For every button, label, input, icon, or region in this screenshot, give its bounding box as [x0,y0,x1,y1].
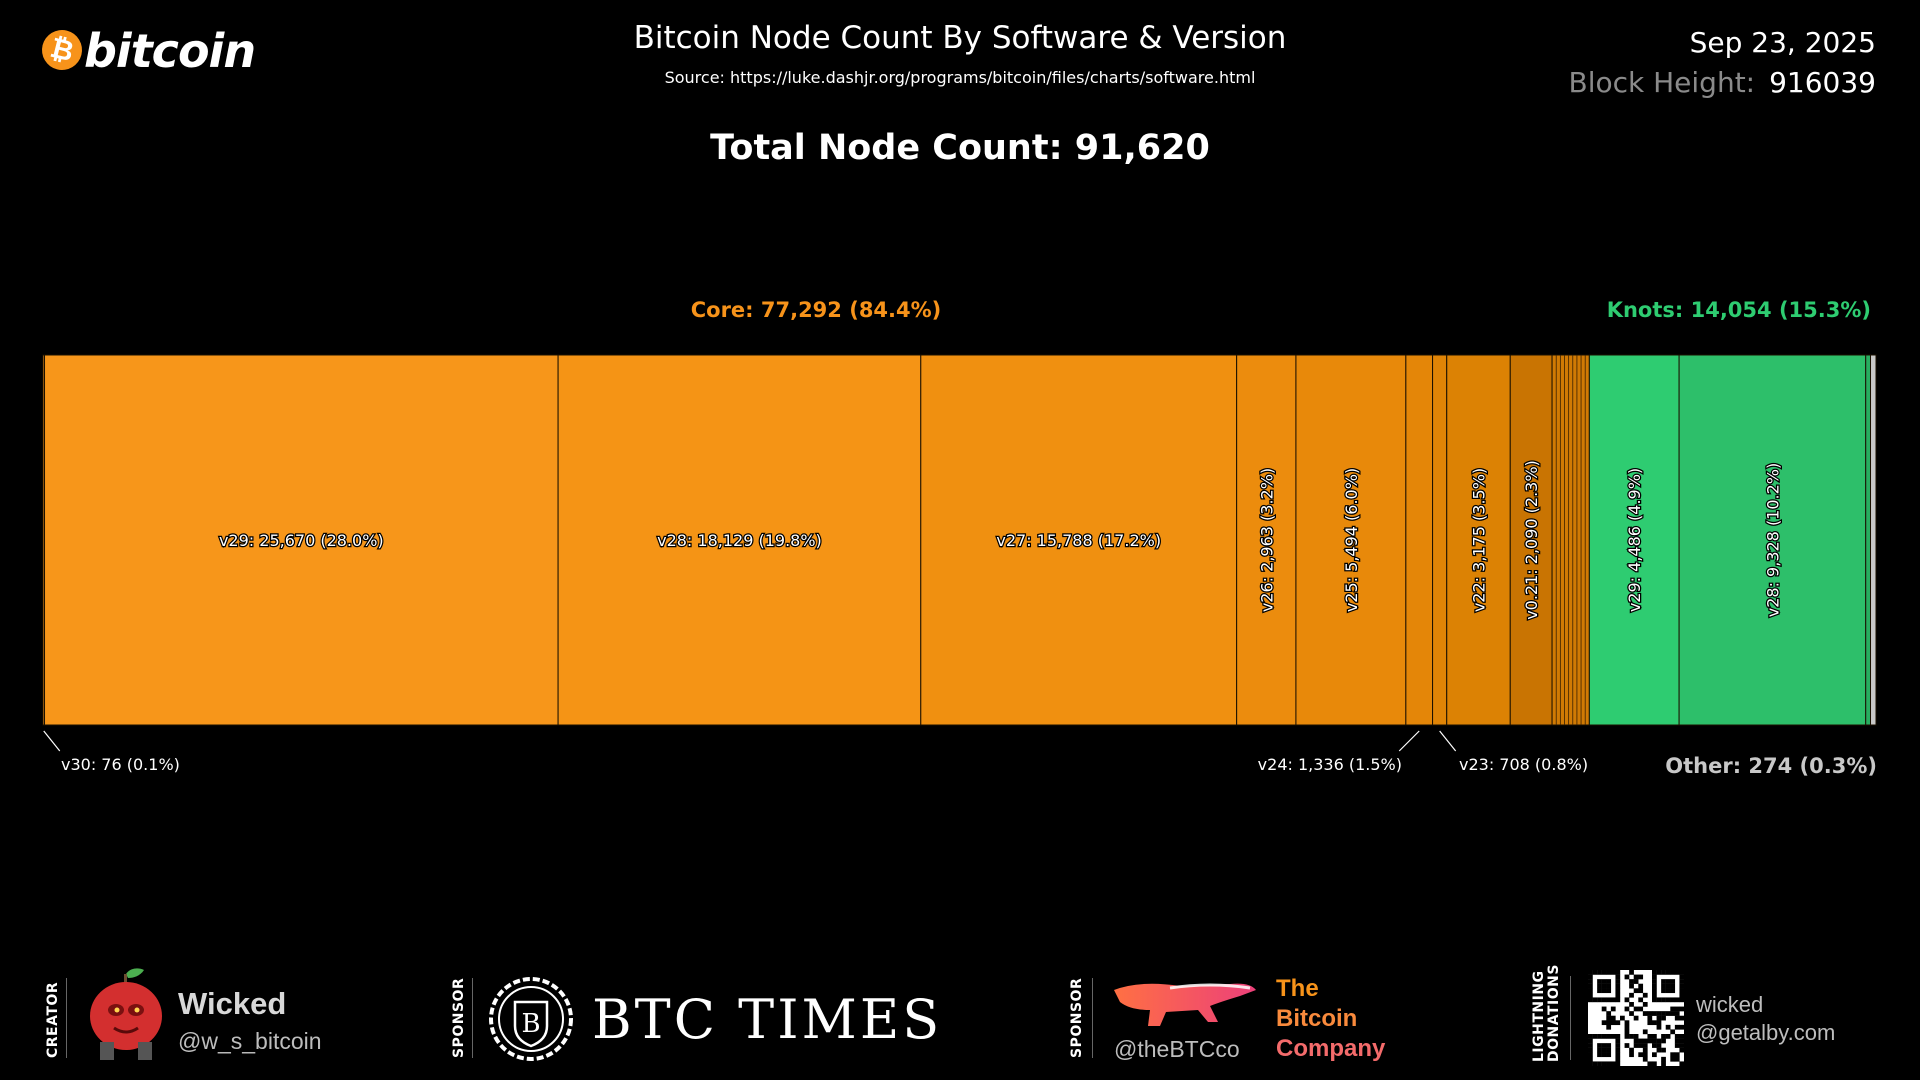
other-group-label: Other: 274 (0.3%) [1665,754,1877,778]
bar-segment-core-v29 [44,354,559,726]
bar-segment-knots-older [1865,354,1872,726]
bitcoin-logo: ₿ bitcoin [37,24,256,78]
knots-group-label: Knots: 14,054 (15.3%) [1606,298,1871,322]
core-group-label: Core: 77,292 (84.4%) [690,298,942,322]
creator-tag: CREATOR [45,981,61,1058]
bitcoin-company-line: Bitcoin [1276,1005,1358,1032]
bitcoin-company-wordmark: The Bitcoin Company [1276,974,1385,1064]
source-url: Source: https://luke.dashjr.org/programs… [664,68,1256,87]
bar-segment-knots-v28 [1678,354,1867,726]
sponsor-tag: SPONSOR [451,977,467,1058]
bar-segment-core-v25 [1295,354,1407,726]
bar-segment-knots-v29 [1588,354,1680,726]
bitcoin-wordmark: bitcoin [84,24,256,78]
divider [1570,976,1571,1060]
honey-badger-icon [1114,983,1256,1026]
callout-line [43,730,61,752]
lightning-tag-line: LIGHTNING [1531,970,1547,1062]
bar-segment-core-v30 [42,354,46,726]
bar-label: v0.21: 2,090 (2.3%) [1522,460,1541,620]
bar-segment-other-other [1870,354,1877,726]
bar-segment-core-v28 [557,354,922,726]
lightning-donations-tag: LIGHTNING DONATIONS [1531,964,1562,1062]
bar-label: v29: 25,670 (28.0%) [219,531,384,550]
lightning-user[interactable]: wicked [1696,992,1764,1017]
bar-segment-core-v27 [920,354,1238,726]
callout-label: v23: 708 (0.8%) [1459,755,1588,774]
btc-times-emblem-letter: B [521,1009,540,1039]
apple-avatar-icon [90,968,162,1060]
btc-times-emblem-icon: B [489,977,573,1061]
bitcoin-company-line: The [1276,975,1319,1002]
callout-line [1439,730,1457,752]
btc-times-wordmark: BTC TIMES [592,988,943,1051]
creator-handle[interactable]: @w_s_bitcoin [178,1028,322,1054]
callout-label: v30: 76 (0.1%) [61,755,180,774]
bar-segment-core-v23 [1432,354,1448,726]
block-height-label: Block Height: [1568,66,1756,99]
total-node-count: Total Node Count: 91,620 [710,128,1210,168]
bar-label: v28: 18,129 (19.8%) [657,531,822,550]
bar-segment-core-older [1551,354,1590,726]
bar-label: v28: 9,328 (10.2%) [1763,463,1782,618]
bar-label: v22: 3,175 (3.5%) [1470,468,1489,612]
block-height: Block Height: 916039 [1568,66,1876,99]
divider [472,978,473,1058]
date: Sep 23, 2025 [1689,26,1876,59]
lightning-tag-line: DONATIONS [1546,964,1562,1062]
block-height-value: 916039 [1769,66,1876,99]
divider [66,978,67,1058]
bitcoin-company-line: Company [1276,1035,1386,1062]
bar-label: v25: 5,494 (6.0%) [1342,468,1361,612]
callout-line [1398,730,1420,752]
lightning-domain[interactable]: @getalby.com [1696,1020,1836,1045]
sponsor-tag: SPONSOR [1069,977,1085,1058]
bar-label: v29: 4,486 (4.9%) [1625,468,1644,612]
chart-title: Bitcoin Node Count By Software & Version [633,20,1287,56]
callout-label: v24: 1,336 (1.5%) [1258,755,1402,774]
bar-segment-core-v24 [1405,354,1434,726]
qr-code-icon[interactable] [1588,970,1684,1066]
bar-label: v27: 15,788 (17.2%) [996,531,1161,550]
bar-segment-core-v0_21 [1509,354,1553,726]
bar-segment-core-v22 [1446,354,1511,726]
divider [1092,978,1093,1058]
creator-name: Wicked [178,986,287,1021]
sponsor-handle[interactable]: @theBTCco [1114,1036,1240,1062]
bar-label: v26: 2,963 (3.2%) [1257,468,1276,612]
bar-segment-core-v26 [1236,354,1297,726]
